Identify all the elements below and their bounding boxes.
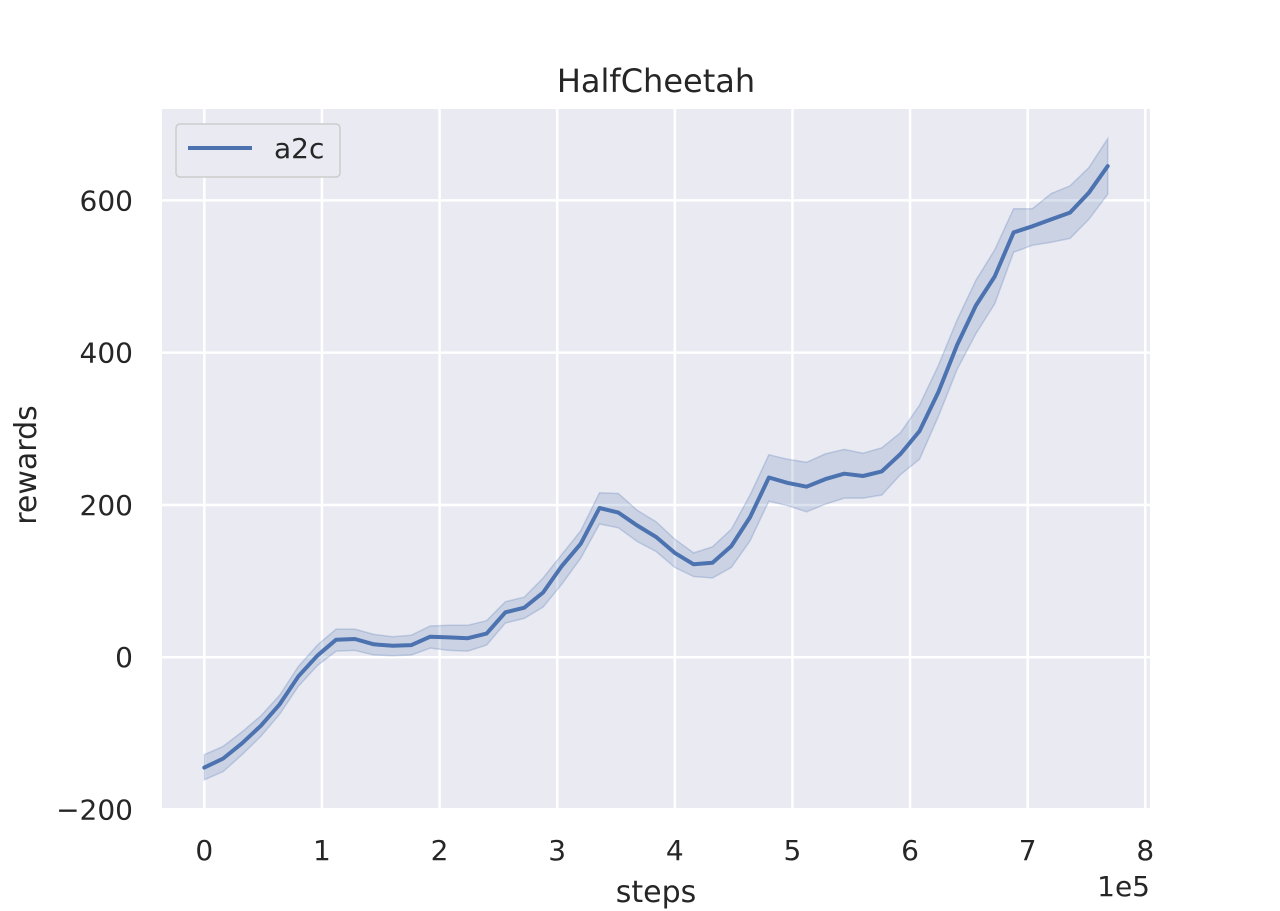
- x-tick-label: 4: [666, 834, 684, 867]
- chart-title: HalfCheetah: [557, 62, 755, 100]
- y-tick-label: 400: [80, 337, 133, 370]
- legend-frame: [175, 123, 341, 178]
- x-tick-label: 7: [1019, 834, 1037, 867]
- legend: a2c: [175, 123, 341, 178]
- horizontal-gridlines: [162, 199, 1150, 811]
- y-tick-labels: −200 0 200 400 600: [56, 184, 133, 826]
- x-tick-label: 2: [431, 834, 449, 867]
- confidence-bands: [203, 136, 1109, 781]
- x-tick-label: 8: [1136, 834, 1154, 867]
- x-tick-label: 3: [548, 834, 566, 867]
- x-axis-offset-label: 1e5: [1097, 870, 1150, 903]
- y-tick-label: −200: [56, 794, 133, 827]
- x-axis-label: steps: [616, 875, 697, 910]
- x-tick-label: 1: [313, 834, 331, 867]
- vertical-gridlines: [203, 109, 1147, 808]
- x-tick-labels: 0 1 2 3 4 5 6 7 8: [195, 834, 1154, 867]
- y-tick-label: 600: [80, 184, 133, 217]
- legend-label: a2c: [274, 132, 324, 165]
- y-tick-label: 0: [115, 641, 133, 674]
- y-axis-label: rewards: [9, 405, 44, 525]
- plot-background: [162, 109, 1150, 808]
- x-tick-label: 6: [901, 834, 919, 867]
- y-tick-label: 200: [80, 489, 133, 522]
- series-line: [202, 164, 1110, 770]
- series-lines: [202, 164, 1110, 770]
- confidence-band: [203, 136, 1109, 781]
- x-tick-label: 0: [195, 834, 213, 867]
- x-tick-label: 5: [784, 834, 802, 867]
